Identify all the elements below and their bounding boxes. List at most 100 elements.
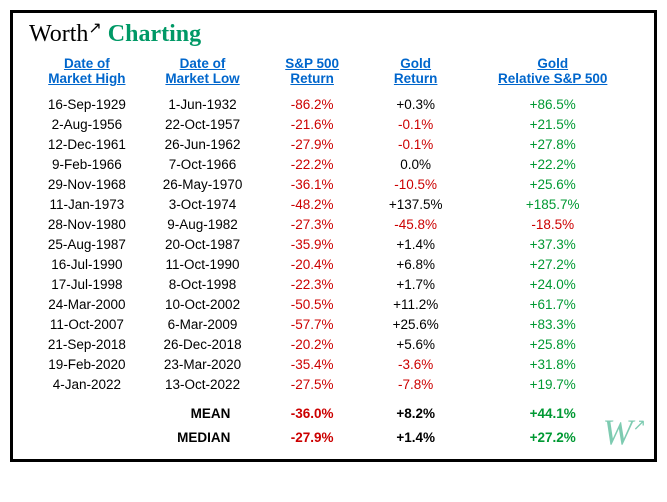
cell-gold-relative: -18.5% [467, 214, 638, 234]
cell-sp500: -20.2% [260, 334, 364, 354]
cell-market-high: 21-Sep-2018 [29, 334, 145, 354]
cell-market-low: 26-Dec-2018 [145, 334, 261, 354]
cell-gold-relative: +27.2% [467, 254, 638, 274]
cell-gold: +11.2% [364, 294, 468, 314]
col-header-market-high: Date of Market High [29, 54, 145, 94]
cell-market-low: 7-Oct-1966 [145, 154, 261, 174]
cell-gold-relative: +24.0% [467, 274, 638, 294]
table-row: 12-Dec-196126-Jun-1962-27.9%-0.1%+27.8% [29, 134, 638, 154]
cell-gold: 0.0% [364, 154, 468, 174]
cell-market-high: 19-Feb-2020 [29, 354, 145, 374]
table-row: 17-Jul-19988-Oct-1998-22.3%+1.7%+24.0% [29, 274, 638, 294]
cell-gold: -7.8% [364, 374, 468, 394]
col-header-gold: Gold Return [364, 54, 468, 94]
cell-gold-relative: +31.8% [467, 354, 638, 374]
cell-market-low: 9-Aug-1982 [145, 214, 261, 234]
cell-sp500: -27.5% [260, 374, 364, 394]
cell-sp500: -57.7% [260, 314, 364, 334]
cell-market-high: 11-Oct-2007 [29, 314, 145, 334]
cell-sp500: -27.3% [260, 214, 364, 234]
cell-gold-relative: +86.5% [467, 94, 638, 114]
cell-market-low: 23-Mar-2020 [145, 354, 261, 374]
cell-market-high: 25-Aug-1987 [29, 234, 145, 254]
table-header-row: Date of Market High Date of Market Low S… [29, 54, 638, 94]
cell-sp500: -22.2% [260, 154, 364, 174]
cell-sp500: -22.3% [260, 274, 364, 294]
cell-gold: +137.5% [364, 194, 468, 214]
cell-sp500: -35.9% [260, 234, 364, 254]
table-row: 2-Aug-195622-Oct-1957-21.6%-0.1%+21.5% [29, 114, 638, 134]
table-row: 19-Feb-202023-Mar-2020-35.4%-3.6%+31.8% [29, 354, 638, 374]
cell-sp500: -86.2% [260, 94, 364, 114]
summary-sp500: -36.0% [260, 400, 364, 424]
table-row: 21-Sep-201826-Dec-2018-20.2%+5.6%+25.8% [29, 334, 638, 354]
table-container: Worth↗ Charting Date of Market High Date… [10, 10, 657, 462]
cell-gold: +25.6% [364, 314, 468, 334]
brand-word-2: Charting [108, 21, 201, 47]
cell-sp500: -36.1% [260, 174, 364, 194]
cell-sp500: -48.2% [260, 194, 364, 214]
cell-gold: -45.8% [364, 214, 468, 234]
table-row: 29-Nov-196826-May-1970-36.1%-10.5%+25.6% [29, 174, 638, 194]
cell-sp500: -20.4% [260, 254, 364, 274]
cell-sp500: -35.4% [260, 354, 364, 374]
cell-market-high: 16-Jul-1990 [29, 254, 145, 274]
cell-gold: +1.7% [364, 274, 468, 294]
cell-market-high: 17-Jul-1998 [29, 274, 145, 294]
cell-gold-relative: +25.8% [467, 334, 638, 354]
cell-gold: +6.8% [364, 254, 468, 274]
summary-gold: +1.4% [364, 424, 468, 448]
cell-market-low: 26-May-1970 [145, 174, 261, 194]
summary-sp500: -27.9% [260, 424, 364, 448]
brand-arrow-icon: ↗ [88, 20, 101, 37]
cell-gold-relative: +37.3% [467, 234, 638, 254]
cell-market-low: 10-Oct-2002 [145, 294, 261, 314]
summary-gold: +8.2% [364, 400, 468, 424]
cell-market-high: 28-Nov-1980 [29, 214, 145, 234]
cell-market-high: 11-Jan-1973 [29, 194, 145, 214]
table-row: 16-Jul-199011-Oct-1990-20.4%+6.8%+27.2% [29, 254, 638, 274]
cell-gold-relative: +185.7% [467, 194, 638, 214]
cell-market-high: 9-Feb-1966 [29, 154, 145, 174]
col-header-market-low: Date of Market Low [145, 54, 261, 94]
cell-sp500: -50.5% [260, 294, 364, 314]
col-header-sp500: S&P 500 Return [260, 54, 364, 94]
cell-market-low: 11-Oct-1990 [145, 254, 261, 274]
watermark-logo: W↗ [603, 411, 646, 453]
cell-gold-relative: +25.6% [467, 174, 638, 194]
table-row: 24-Mar-200010-Oct-2002-50.5%+11.2%+61.7% [29, 294, 638, 314]
summary-row: MEDIAN-27.9%+1.4%+27.2% [29, 424, 638, 448]
watermark-arrow-icon: ↗ [633, 417, 646, 434]
cell-gold-relative: +21.5% [467, 114, 638, 134]
brand-word-1: Worth [29, 21, 88, 47]
table-row: 16-Sep-19291-Jun-1932-86.2%+0.3%+86.5% [29, 94, 638, 114]
cell-market-high: 29-Nov-1968 [29, 174, 145, 194]
table-row: 4-Jan-202213-Oct-2022-27.5%-7.8%+19.7% [29, 374, 638, 394]
table-row: 28-Nov-19809-Aug-1982-27.3%-45.8%-18.5% [29, 214, 638, 234]
cell-market-low: 13-Oct-2022 [145, 374, 261, 394]
cell-market-low: 26-Jun-1962 [145, 134, 261, 154]
summary-label: MEAN [145, 400, 261, 424]
cell-gold-relative: +27.8% [467, 134, 638, 154]
table-row: 9-Feb-19667-Oct-1966-22.2%0.0%+22.2% [29, 154, 638, 174]
table-body: 16-Sep-19291-Jun-1932-86.2%+0.3%+86.5%2-… [29, 94, 638, 447]
cell-market-low: 20-Oct-1987 [145, 234, 261, 254]
cell-gold: -0.1% [364, 114, 468, 134]
col-header-gold-relative: Gold Relative S&P 500 [467, 54, 638, 94]
cell-gold-relative: +22.2% [467, 154, 638, 174]
cell-gold: -3.6% [364, 354, 468, 374]
table-row: 11-Oct-20076-Mar-2009-57.7%+25.6%+83.3% [29, 314, 638, 334]
cell-market-high: 2-Aug-1956 [29, 114, 145, 134]
cell-market-high: 12-Dec-1961 [29, 134, 145, 154]
cell-gold: +0.3% [364, 94, 468, 114]
cell-gold: +5.6% [364, 334, 468, 354]
cell-market-low: 8-Oct-1998 [145, 274, 261, 294]
cell-gold-relative: +19.7% [467, 374, 638, 394]
summary-label: MEDIAN [145, 424, 261, 448]
cell-gold: -0.1% [364, 134, 468, 154]
cell-market-low: 6-Mar-2009 [145, 314, 261, 334]
cell-gold-relative: +83.3% [467, 314, 638, 334]
cell-gold: -10.5% [364, 174, 468, 194]
cell-market-low: 3-Oct-1974 [145, 194, 261, 214]
brand-logo: Worth↗ Charting [29, 21, 638, 48]
